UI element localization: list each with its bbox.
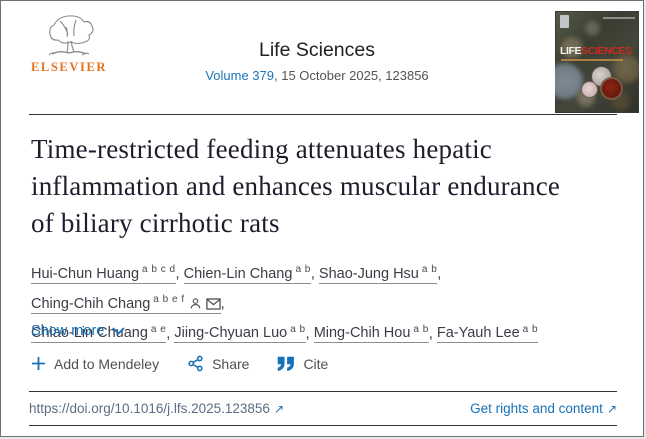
author-link[interactable]: Chien-Lin Chang a b xyxy=(183,264,311,284)
external-link-icon: ↗ xyxy=(273,402,284,416)
share-button[interactable]: Share xyxy=(187,355,249,372)
cite-label: Cite xyxy=(303,355,329,372)
header-divider xyxy=(29,114,617,115)
footer-divider xyxy=(29,425,617,426)
author-affiliations: a b c d xyxy=(142,264,176,275)
share-label: Share xyxy=(212,355,250,372)
doi-link[interactable]: https://doi.org/10.1016/j.lfs.2025.12385… xyxy=(29,401,284,416)
journal-cover-thumbnail[interactable]: LIFESCIENCES xyxy=(555,11,639,113)
show-more-label: Show more xyxy=(31,323,105,339)
issue-date-text: , 15 October 2025, 123856 xyxy=(273,68,429,83)
cover-top-text-bar xyxy=(603,17,635,19)
author-line-1: Hui-Chun Huang a b c d, Chien-Lin Chang a … xyxy=(31,264,442,314)
author-affiliations: a e xyxy=(150,323,167,335)
cover-subtitle-bar xyxy=(561,59,623,61)
cover-publisher-mark xyxy=(560,15,569,28)
author-link[interactable]: Fa-Yauh Lee a b xyxy=(436,323,539,344)
author-affiliations: a b xyxy=(295,264,311,275)
chevron-down-icon xyxy=(112,327,125,335)
cover-journal-title: LIFESCIENCES xyxy=(560,45,632,57)
author-link[interactable]: Shao-Jung Hsu a b xyxy=(318,264,438,284)
cover-specimen-circle xyxy=(582,82,597,97)
author-link[interactable]: Ming-Chih Hou a b xyxy=(313,323,429,344)
author-list: Hui-Chun Huang a b c d, Chien-Lin Chang a … xyxy=(31,257,611,346)
elsevier-wordmark: ELSEVIER xyxy=(30,60,108,74)
external-link-icon: ↗ xyxy=(606,402,617,416)
author-affiliations: a b xyxy=(421,264,438,275)
cover-bokeh-circle xyxy=(585,21,600,36)
get-rights-link[interactable]: Get rights and content ↗ xyxy=(470,401,617,416)
author-link-corresponding[interactable]: Ching-Chih Chang a b e f xyxy=(31,293,221,314)
article-toolbar: Add to Mendeley Share Cite xyxy=(31,355,328,372)
article-title: Time-restricted feeding attenuates hepat… xyxy=(31,134,561,238)
share-icon xyxy=(188,355,203,372)
quote-icon xyxy=(278,356,295,371)
cite-button[interactable]: Cite xyxy=(277,356,328,372)
author-affiliations: a b e f xyxy=(153,293,185,305)
cover-bokeh-circle xyxy=(561,37,583,59)
elsevier-logo[interactable]: ELSEVIER xyxy=(29,11,109,75)
author-affiliations: a b xyxy=(522,323,539,335)
doi-rights-row: https://doi.org/10.1016/j.lfs.2025.12385… xyxy=(29,392,617,425)
person-icon xyxy=(190,297,200,309)
journal-header: Life Sciences Volume 379, 15 October 202… xyxy=(151,39,483,83)
journal-title-link[interactable]: Life Sciences xyxy=(259,39,375,61)
show-more-button[interactable]: Show more xyxy=(31,323,125,339)
add-to-mendeley-button[interactable]: Add to Mendeley xyxy=(31,356,159,372)
author-link[interactable]: Chiao-Lin Chuang a e xyxy=(31,323,167,344)
elsevier-tree-icon xyxy=(48,15,94,56)
plus-icon xyxy=(32,357,45,370)
author-line-2: Chiao-Lin Chuang a e, Jiing-Chyuan Luo a b… xyxy=(31,323,539,344)
cover-specimen-circle xyxy=(602,79,621,98)
toolbar-divider xyxy=(29,391,617,392)
author-link[interactable]: Jiing-Chyuan Luo a b xyxy=(174,323,306,344)
author-link[interactable]: Hui-Chun Huang a b c d xyxy=(31,264,176,284)
add-to-mendeley-label: Add to Mendeley xyxy=(54,355,160,372)
author-affiliations: a b xyxy=(290,323,306,335)
author-affiliations: a b xyxy=(413,323,429,335)
volume-issue-line: Volume 379, 15 October 2025, 123856 xyxy=(151,68,483,83)
volume-link[interactable]: Volume 379 xyxy=(205,68,274,83)
envelope-icon xyxy=(205,298,221,310)
